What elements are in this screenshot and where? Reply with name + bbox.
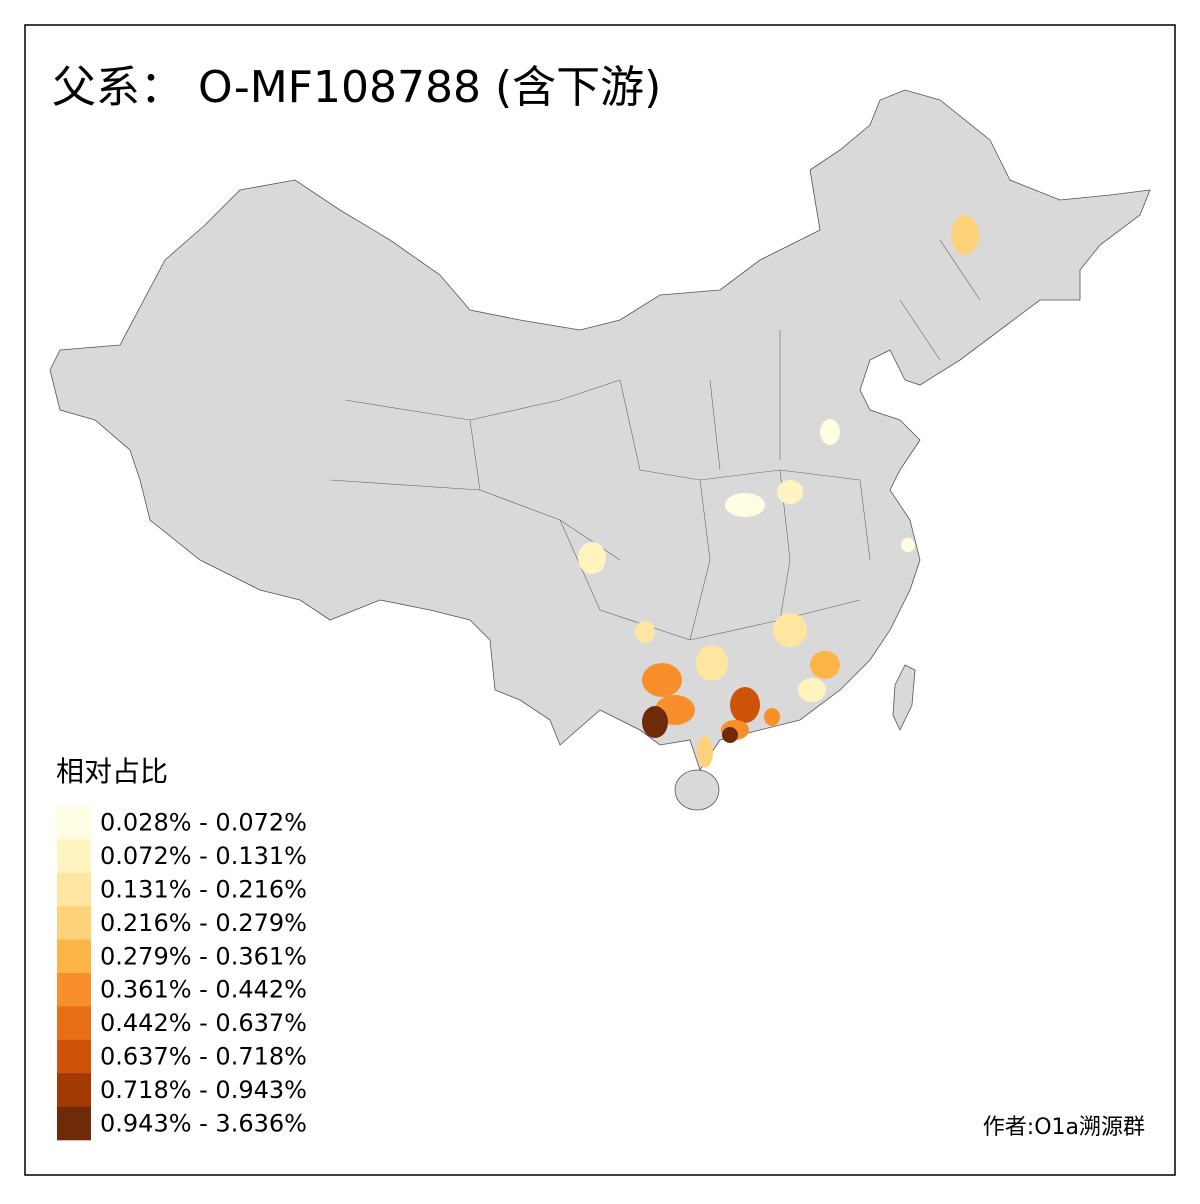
legend: 0.028% - 0.072% 0.072% - 0.131% 0.131% - 0… bbox=[57, 806, 307, 1141]
region bbox=[635, 621, 655, 643]
region bbox=[951, 215, 979, 255]
region bbox=[901, 538, 915, 552]
region bbox=[798, 678, 826, 702]
region bbox=[764, 708, 780, 726]
legend-swatch bbox=[57, 1006, 91, 1041]
legend-swatch bbox=[57, 1039, 91, 1074]
credit: 作者:O1a溯源群 bbox=[983, 1115, 1145, 1140]
province-borders bbox=[329, 239, 981, 641]
map-title: 父系： O-MF108788 (含下游) bbox=[52, 62, 661, 113]
legend-swatch bbox=[57, 973, 91, 1007]
region bbox=[642, 663, 682, 697]
legend-label: 0.637% - 0.718% bbox=[100, 1043, 307, 1071]
region bbox=[773, 613, 807, 647]
legend-label: 0.028% - 0.072% bbox=[100, 809, 307, 837]
region bbox=[730, 687, 760, 723]
region bbox=[696, 645, 728, 681]
legend-swatch bbox=[57, 806, 91, 840]
legend-label: 0.072% - 0.131% bbox=[100, 842, 307, 870]
legend-label: 0.216% - 0.279% bbox=[100, 909, 307, 937]
legend-label: 0.361% - 0.442% bbox=[100, 976, 307, 1004]
region bbox=[722, 727, 738, 743]
regions bbox=[578, 215, 979, 768]
legend-label: 0.442% - 0.637% bbox=[100, 1009, 307, 1037]
legend-swatch bbox=[57, 1073, 91, 1107]
legend-swatch bbox=[57, 906, 91, 940]
region bbox=[725, 493, 765, 517]
legend-label: 0.943% - 3.636% bbox=[100, 1109, 307, 1137]
legend-swatch bbox=[57, 839, 91, 874]
legend-swatch bbox=[57, 1106, 91, 1141]
region bbox=[777, 480, 803, 504]
china-base bbox=[49, 89, 1151, 811]
region bbox=[820, 419, 840, 445]
mainland bbox=[49, 89, 1151, 771]
region bbox=[810, 651, 840, 679]
taiwan bbox=[892, 664, 916, 731]
region bbox=[697, 736, 713, 768]
region bbox=[642, 706, 668, 738]
hainan bbox=[674, 769, 720, 811]
legend-swatch bbox=[57, 939, 91, 974]
legend-label: 0.718% - 0.943% bbox=[100, 1076, 307, 1104]
legend-label: 0.279% - 0.361% bbox=[100, 942, 307, 970]
legend-swatch bbox=[57, 872, 91, 907]
region bbox=[578, 542, 606, 574]
legend-label: 0.131% - 0.216% bbox=[100, 876, 307, 904]
legend-title: 相对占比 bbox=[56, 755, 168, 788]
